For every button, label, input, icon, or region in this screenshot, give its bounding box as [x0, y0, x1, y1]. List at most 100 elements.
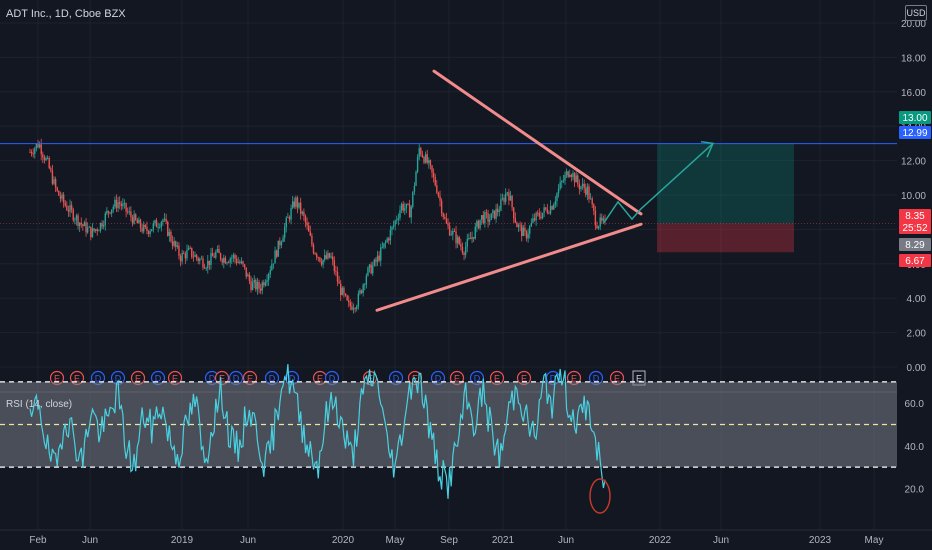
candle-body — [74, 219, 76, 221]
candle-body — [588, 186, 590, 200]
candle-body — [577, 175, 579, 184]
event-letter: E — [454, 374, 460, 384]
candle-body — [431, 165, 433, 173]
candle-body — [215, 251, 217, 258]
candle-body — [86, 227, 89, 233]
candle-body — [594, 210, 597, 226]
candle-body — [380, 247, 382, 261]
candle-body — [511, 195, 513, 208]
candle-body — [586, 186, 589, 195]
event-letter: E — [494, 374, 500, 384]
candle-body — [159, 227, 161, 228]
projection-arrowhead — [700, 140, 715, 158]
event-letter: E — [247, 374, 253, 384]
candle-body — [255, 280, 257, 290]
candle-body — [163, 218, 166, 220]
time-tick-label: 2023 — [809, 535, 832, 546]
candle-body — [42, 154, 44, 158]
event-letter: D — [209, 374, 216, 384]
candle-body — [186, 250, 188, 259]
candle-body — [498, 210, 500, 212]
candle-body — [264, 282, 267, 286]
candle-body — [120, 203, 122, 207]
earnings-icon[interactable]: E — [167, 370, 183, 386]
candle-body — [312, 244, 315, 254]
candle-body — [492, 210, 494, 214]
candle-body — [213, 256, 215, 258]
candle-body — [269, 270, 271, 275]
axis-bg — [897, 0, 932, 550]
candle-body — [139, 219, 142, 229]
candle-body — [343, 287, 345, 294]
candle-body — [288, 217, 291, 220]
event-letter: E — [219, 374, 225, 384]
candle-body — [501, 198, 504, 200]
candle-body — [205, 268, 207, 270]
candle-body — [373, 259, 376, 266]
candle-body — [402, 203, 404, 211]
candle-body — [397, 218, 400, 220]
price-tick-label: 12.00 — [901, 157, 926, 168]
candle-body — [589, 198, 592, 200]
candle-body — [437, 192, 440, 197]
candle-body — [447, 223, 449, 226]
candle-body — [315, 254, 318, 258]
candle-body — [461, 246, 464, 253]
time-axis[interactable]: Feb Jun 2019 Jun 2020 May Sep 2021 Jun 2022 Jun 202… — [0, 529, 932, 546]
candle-body — [412, 191, 414, 207]
candle-body — [175, 241, 177, 247]
candle-body — [500, 199, 502, 211]
candle-body — [364, 284, 366, 286]
candle-body — [114, 199, 116, 207]
currency-button[interactable]: USD — [905, 5, 927, 21]
candle-body — [513, 207, 515, 218]
candle-body — [253, 280, 255, 283]
candle-body — [109, 212, 111, 214]
candle-body — [597, 226, 600, 229]
projection-path — [603, 142, 714, 223]
candle-body — [235, 258, 238, 263]
candle-body — [251, 282, 254, 290]
candle-body — [444, 216, 446, 219]
candle-body — [259, 288, 262, 291]
candle-body — [232, 254, 235, 258]
candle-body — [304, 215, 307, 223]
long-position-box[interactable] — [657, 143, 794, 253]
candle-body — [376, 255, 379, 262]
event-letter: E — [54, 374, 60, 384]
event-letter: D — [269, 374, 276, 384]
candle-body — [237, 262, 239, 263]
candle-body — [66, 205, 68, 211]
candle-body — [125, 203, 127, 212]
candle-body — [538, 213, 541, 217]
candle-body — [234, 254, 236, 259]
candle-body — [224, 257, 227, 264]
price-tick-label: 18.00 — [901, 53, 926, 64]
price-axis[interactable]: 0.002.004.006.008.0010.0012.0014.0016.00… — [897, 0, 932, 550]
rsi-title: RSI (14, close) — [6, 399, 73, 410]
candle-body — [290, 207, 292, 220]
candle-body — [549, 206, 552, 214]
candle-body — [479, 219, 481, 229]
candle-body — [450, 234, 452, 236]
price-tick-label: 20.00 — [901, 19, 926, 30]
drawings-layer[interactable] — [0, 69, 897, 312]
candle-body — [122, 203, 124, 207]
time-tick-label: Feb — [29, 535, 47, 546]
price-tick-label: 10.00 — [901, 191, 926, 202]
candle-body — [357, 293, 360, 307]
candle-body — [40, 144, 42, 155]
event-letter: D — [155, 374, 162, 384]
price-tag-label: 13.00 — [902, 113, 927, 124]
candle-body — [375, 259, 377, 262]
candle-body — [466, 238, 468, 247]
candle-body — [291, 201, 294, 208]
candle-body — [524, 227, 526, 232]
earnings-icon[interactable]: E — [516, 370, 532, 386]
candle-body — [266, 280, 268, 283]
candle-body — [434, 176, 436, 186]
candle-body — [384, 241, 387, 244]
